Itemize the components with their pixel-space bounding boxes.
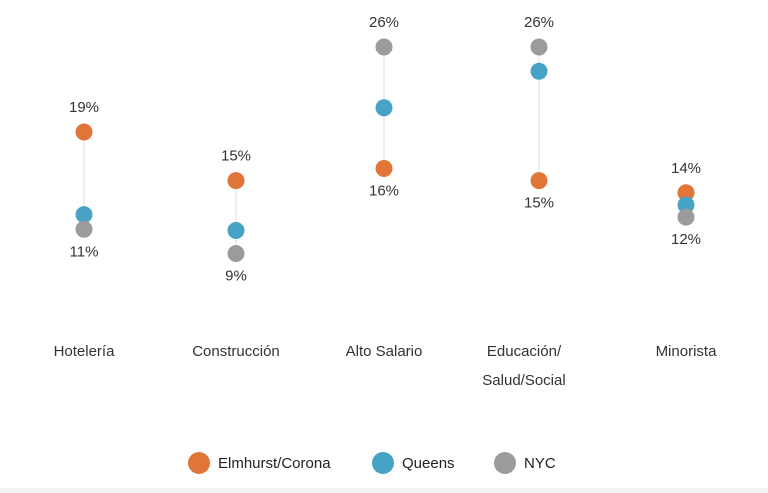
data-label-top: 15% [221, 148, 251, 165]
data-label-bottom: 15% [524, 195, 554, 212]
legend: Elmhurst/Corona Queens NYC [0, 452, 768, 482]
data-point [75, 206, 93, 224]
caption-strip [0, 488, 768, 493]
data-point [530, 62, 548, 80]
data-point [375, 99, 393, 117]
data-label-top: 26% [369, 14, 399, 31]
data-label-top: 14% [671, 160, 701, 177]
data-label-bottom: 9% [225, 268, 247, 285]
data-point [375, 38, 393, 56]
data-point [75, 123, 93, 141]
data-label-bottom: 12% [671, 231, 701, 248]
data-point [227, 221, 245, 239]
data-point [677, 184, 695, 202]
legend-item-elmhurst-corona: Elmhurst/Corona [188, 452, 331, 474]
dot-range-chart: 19% 11% Hotelería 15% 9% Construcción 26% 16% Al… [54, 14, 718, 389]
category-label: Salud/Social [482, 372, 565, 389]
legend-item-nyc: NYC [494, 452, 556, 474]
data-label-bottom: 11% [70, 243, 99, 260]
legend-label: Elmhurst/Corona [218, 454, 331, 472]
data-point [677, 196, 695, 214]
data-point [375, 160, 393, 177]
legend-swatch [372, 452, 394, 474]
data-point [530, 172, 548, 190]
legend-swatch [494, 452, 516, 474]
data-point [530, 38, 548, 56]
category-label: Educación/ [487, 343, 562, 360]
data-point [677, 208, 695, 226]
legend-swatch [188, 452, 210, 474]
data-point [227, 245, 245, 263]
category-label: Construcción [192, 343, 280, 360]
data-label-bottom: 16% [369, 183, 399, 200]
legend-item-queens: Queens [372, 452, 455, 474]
data-point [227, 172, 245, 190]
data-label-top: 26% [524, 14, 554, 31]
data-label-top: 19% [69, 99, 99, 116]
data-point [75, 220, 93, 238]
category-label: Alto Salario [346, 343, 423, 360]
legend-label: Queens [402, 454, 455, 472]
legend-label: NYC [524, 454, 556, 472]
category-label: Minorista [656, 343, 718, 360]
category-label: Hotelería [54, 343, 116, 360]
